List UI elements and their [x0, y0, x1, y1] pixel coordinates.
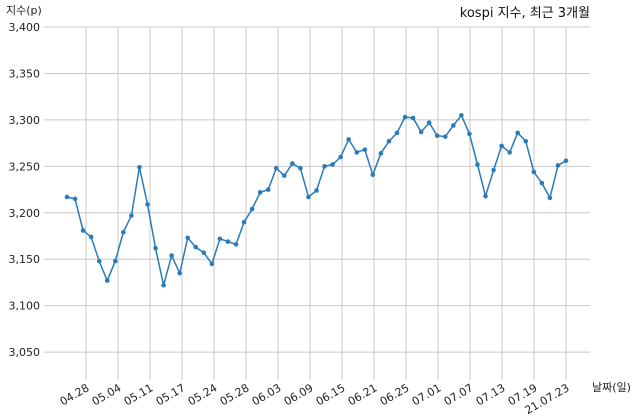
- data-point: [225, 239, 231, 244]
- data-point: [378, 151, 384, 156]
- data-point: [322, 164, 327, 169]
- data-point: [153, 245, 158, 251]
- data-point: [459, 112, 464, 118]
- data-point: [330, 162, 335, 167]
- x-tick-label: 05.28: [218, 381, 252, 408]
- data-point: [362, 147, 368, 152]
- data-point: [386, 138, 392, 144]
- x-tick-label: 04.28: [58, 381, 92, 408]
- data-point: [507, 150, 512, 155]
- data-point: [523, 138, 529, 144]
- data-point: [418, 129, 424, 135]
- data-point: [563, 158, 569, 164]
- data-point: [96, 258, 102, 264]
- data-point: [161, 282, 166, 288]
- x-tick-label: 05.24: [186, 381, 220, 408]
- x-tick-label: 06.21: [346, 381, 380, 408]
- data-point: [555, 163, 561, 168]
- data-point: [434, 133, 440, 138]
- y-tick-label: 3,050: [9, 346, 41, 359]
- x-tick-label: 06.25: [378, 381, 412, 408]
- x-tick-label: 07.07: [442, 381, 476, 408]
- data-point: [177, 270, 182, 276]
- data-point: [402, 114, 408, 120]
- data-point: [249, 206, 255, 212]
- data-point: [354, 150, 360, 155]
- y-axis-label: 지수(p): [6, 4, 42, 17]
- data-point: [282, 173, 287, 178]
- y-tick-label: 3,200: [9, 207, 41, 220]
- data-point: [257, 190, 263, 195]
- data-point: [104, 278, 110, 283]
- data-point: [88, 234, 94, 240]
- x-tick-label: 05.17: [154, 381, 188, 408]
- data-point: [467, 131, 472, 137]
- x-tick-label: 05.04: [90, 381, 124, 408]
- x-axis-ticks: 04.2805.0405.1105.1705.2405.2806.0306.09…: [58, 381, 572, 417]
- data-point: [137, 164, 142, 170]
- y-tick-label: 3,250: [9, 160, 41, 173]
- data-point: [145, 202, 150, 207]
- data-point: [338, 154, 343, 160]
- data-point: [475, 162, 480, 167]
- data-point: [241, 219, 247, 225]
- data-point: [547, 195, 553, 201]
- data-point: [273, 165, 279, 171]
- data-point: [112, 258, 118, 264]
- data-point: [483, 193, 488, 199]
- data-point: [539, 180, 545, 186]
- data-point: [451, 123, 456, 128]
- series-group: [64, 112, 569, 288]
- data-point: [394, 130, 400, 136]
- x-tick-label: 07.13: [474, 381, 508, 408]
- data-point: [217, 236, 223, 242]
- data-point: [515, 130, 521, 136]
- data-point: [121, 229, 126, 235]
- data-point: [298, 165, 303, 171]
- data-point: [201, 250, 207, 256]
- data-point: [185, 235, 191, 241]
- data-point: [499, 143, 504, 149]
- data-point: [129, 213, 134, 218]
- y-tick-label: 3,300: [9, 114, 41, 127]
- x-axis-label: 날짜(일): [592, 380, 631, 394]
- x-tick-label: 06.09: [282, 381, 316, 408]
- x-tick-label: 06.03: [250, 381, 284, 408]
- data-point: [72, 196, 78, 202]
- x-tick-label: 07.01: [410, 381, 444, 408]
- data-point: [410, 115, 416, 121]
- data-point: [193, 244, 199, 250]
- data-point: [491, 167, 496, 173]
- y-tick-label: 3,400: [9, 21, 41, 34]
- x-tick-label: 05.11: [122, 381, 156, 408]
- data-point: [370, 172, 376, 178]
- data-point: [314, 188, 319, 193]
- chart-title: kospi 지수, 최근 3개월: [460, 6, 590, 21]
- data-point: [442, 134, 448, 139]
- data-point: [169, 253, 174, 258]
- data-point: [346, 137, 351, 142]
- x-tick-label: 06.15: [314, 381, 348, 408]
- data-point: [64, 194, 70, 200]
- data-point: [531, 169, 537, 175]
- y-tick-label: 3,350: [9, 67, 41, 80]
- y-tick-label: 3,100: [9, 300, 41, 313]
- grid-lines: [44, 26, 590, 380]
- data-point: [209, 261, 215, 267]
- data-point: [426, 120, 432, 125]
- data-point: [80, 228, 86, 233]
- data-point: [233, 242, 239, 247]
- data-point: [306, 194, 311, 200]
- y-tick-label: 3,150: [9, 253, 41, 266]
- data-point: [290, 161, 295, 166]
- y-axis-ticks: 3,050 3,100 3,150 3,200 3,250 3,300 3,350 3,400: [9, 21, 41, 359]
- data-point: [265, 187, 271, 192]
